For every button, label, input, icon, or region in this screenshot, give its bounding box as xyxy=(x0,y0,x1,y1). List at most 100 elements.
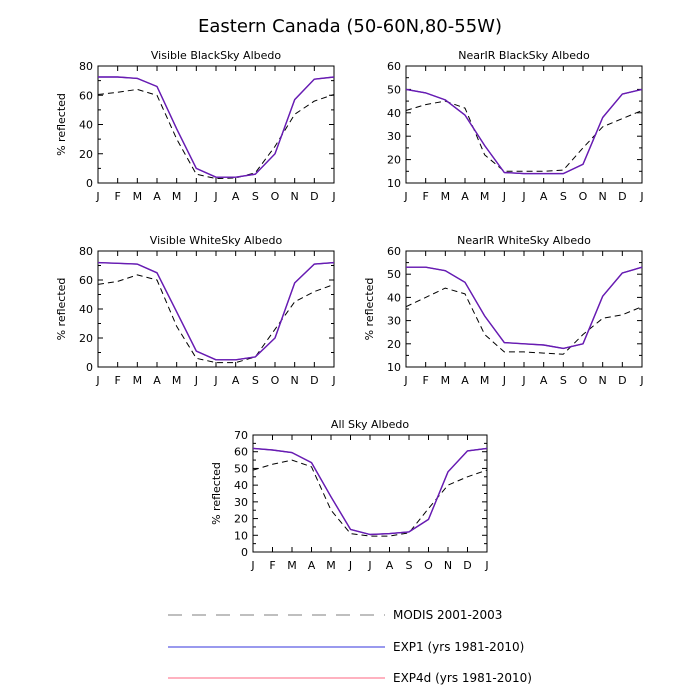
y-tick-label: 70 xyxy=(234,429,248,442)
y-tick-label: 60 xyxy=(234,446,248,459)
y-tick-label: 0 xyxy=(86,361,93,374)
x-tick-label: J xyxy=(639,374,643,387)
y-tick-label: 40 xyxy=(79,119,93,132)
y-tick-label: 30 xyxy=(234,496,248,509)
x-tick-label: A xyxy=(232,190,240,203)
panel-title: All Sky Albedo xyxy=(331,418,409,431)
x-tick-label: M xyxy=(480,190,490,203)
x-tick-label: O xyxy=(579,190,588,203)
modis-series-line xyxy=(97,274,335,364)
exp4d-series-line xyxy=(405,88,643,175)
x-tick-label: F xyxy=(423,374,429,387)
legend: MODIS 2001-2003 EXP1 (yrs 1981-2010) EXP4d… xyxy=(168,608,532,685)
y-tick-label: 60 xyxy=(79,274,93,287)
x-tick-label: S xyxy=(560,374,567,387)
x-tick-label: F xyxy=(115,374,121,387)
x-tick-label: O xyxy=(271,374,280,387)
panel-title: Visible WhiteSky Albedo xyxy=(150,234,283,247)
x-tick-label: J xyxy=(639,190,643,203)
x-tick-label: J xyxy=(403,374,407,387)
y-tick-label: 30 xyxy=(387,130,401,143)
y-tick-label: 10 xyxy=(234,529,248,542)
y-axis-label: % reflected xyxy=(55,278,68,341)
plot-frame xyxy=(97,65,335,184)
modis-series-line xyxy=(405,287,643,355)
exp4d-series-line xyxy=(98,76,335,178)
x-tick-label: D xyxy=(463,559,471,572)
x-tick-label: S xyxy=(252,374,259,387)
x-tick-label: N xyxy=(291,190,299,203)
y-tick-label: 30 xyxy=(387,315,401,328)
x-tick-label: J xyxy=(95,190,99,203)
x-tick-label: D xyxy=(310,374,318,387)
plot-frame xyxy=(97,250,335,368)
x-tick-label: J xyxy=(331,190,335,203)
legend-label-3: EXP4d (yrs 1981-2010) xyxy=(393,671,532,685)
x-tick-label: J xyxy=(213,190,217,203)
x-tick-label: M xyxy=(326,559,336,572)
y-tick-label: 20 xyxy=(79,332,93,345)
x-tick-label: J xyxy=(194,374,198,387)
x-tick-label: O xyxy=(579,374,588,387)
x-tick-label: M xyxy=(287,559,297,572)
x-tick-label: N xyxy=(291,374,299,387)
y-axis-label: % reflected xyxy=(363,278,376,341)
y-tick-label: 50 xyxy=(387,268,401,281)
x-tick-label: J xyxy=(348,559,352,572)
x-tick-label: M xyxy=(441,190,451,203)
exp4d-series-line xyxy=(406,266,643,350)
y-axis-label: % reflected xyxy=(210,462,223,525)
x-tick-label: J xyxy=(95,374,99,387)
x-tick-label: M xyxy=(172,190,182,203)
x-tick-label: J xyxy=(502,190,506,203)
x-tick-label: D xyxy=(310,190,318,203)
x-tick-label: N xyxy=(444,559,452,572)
x-tick-label: J xyxy=(213,374,217,387)
x-tick-label: F xyxy=(423,190,429,203)
modis-series-line xyxy=(405,100,643,172)
y-axis-label: % reflected xyxy=(55,93,68,156)
modis-series-line xyxy=(252,459,488,537)
panel-title: NearIR BlackSky Albedo xyxy=(458,49,590,62)
y-tick-label: 40 xyxy=(79,303,93,316)
x-tick-label: F xyxy=(115,190,121,203)
y-tick-label: 10 xyxy=(387,177,401,190)
panel-title: Visible BlackSky Albedo xyxy=(151,49,281,62)
x-tick-label: A xyxy=(386,559,394,572)
x-tick-label: J xyxy=(521,374,525,387)
x-tick-label: D xyxy=(618,374,626,387)
x-tick-label: J xyxy=(403,190,407,203)
legend-label-2: EXP1 (yrs 1981-2010) xyxy=(393,640,524,654)
x-tick-label: A xyxy=(153,190,161,203)
x-tick-label: N xyxy=(599,374,607,387)
x-tick-label: J xyxy=(250,559,254,572)
panel-title: NearIR WhiteSky Albedo xyxy=(457,234,591,247)
x-tick-label: M xyxy=(480,374,490,387)
x-tick-label: M xyxy=(133,374,143,387)
exp4d-series-line xyxy=(97,261,335,361)
x-tick-label: A xyxy=(153,374,161,387)
y-tick-label: 60 xyxy=(79,89,93,102)
y-tick-label: 20 xyxy=(79,148,93,161)
exp4d-series-line xyxy=(252,447,488,536)
exp1-series-line xyxy=(97,262,335,361)
y-tick-label: 40 xyxy=(387,107,401,120)
x-tick-label: A xyxy=(308,559,316,572)
y-tick-label: 40 xyxy=(387,291,401,304)
exp1-series-line xyxy=(406,266,643,349)
exp1-series-line xyxy=(252,447,488,536)
x-tick-label: A xyxy=(461,374,469,387)
x-tick-label: M xyxy=(441,374,451,387)
y-tick-label: 50 xyxy=(234,462,248,475)
x-tick-label: A xyxy=(540,374,548,387)
x-tick-label: J xyxy=(502,374,506,387)
x-tick-label: M xyxy=(133,190,143,203)
x-tick-label: O xyxy=(271,190,280,203)
